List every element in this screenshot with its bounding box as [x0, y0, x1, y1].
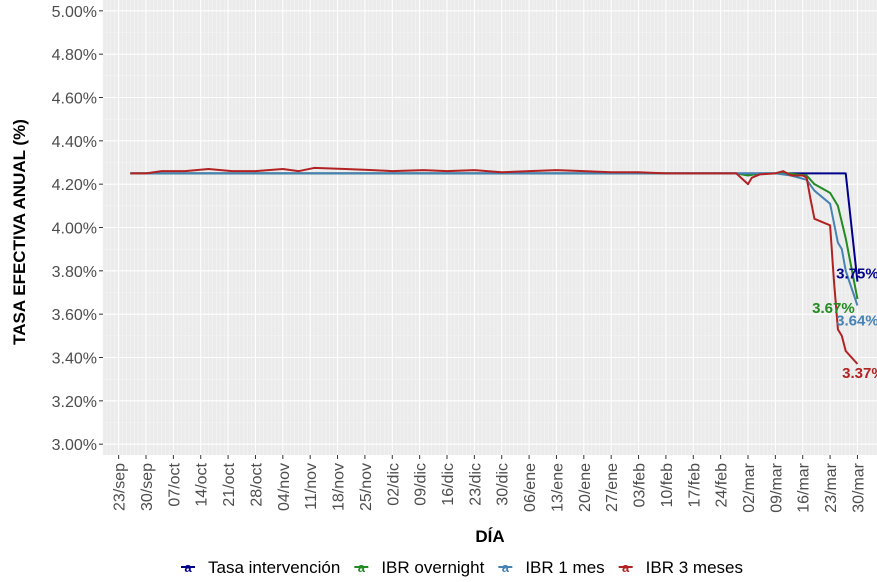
x-tick-label: 30/mar — [850, 462, 867, 512]
x-tick-label: 24/feb — [714, 463, 731, 508]
x-tick-label: 13/ene — [549, 463, 566, 512]
x-tick-label: 07/oct — [166, 462, 183, 506]
y-tick-label: 4.80% — [52, 47, 97, 64]
x-tick-label: 25/nov — [358, 463, 375, 511]
x-axis: 23/sep 30/sep 07/oct 14/oct 21/oct 28/oct 04/n… — [112, 455, 867, 513]
legend-item-ibr-overnight: a IBR overnight — [354, 558, 485, 577]
legend-item-ibr-1-mes: a IBR 1 mes — [498, 558, 605, 577]
legend-label: Tasa intervención — [208, 558, 340, 577]
x-tick-label: 09/mar — [768, 462, 785, 512]
legend-item-tasa-intervencion: a Tasa intervención — [181, 558, 340, 577]
end-label-ibr-overnight: 3.67% — [812, 300, 855, 317]
x-tick-label: 16/dic — [440, 463, 457, 506]
y-tick-label: 3.00% — [52, 437, 97, 454]
y-tick-label: 4.60% — [52, 91, 97, 108]
x-tick-label: 02/mar — [741, 462, 758, 512]
legend-label: IBR 3 meses — [646, 558, 743, 577]
legend-key-glyph: a — [622, 560, 630, 575]
legend-key-glyph: a — [184, 560, 192, 575]
y-tick-label: 3.40% — [52, 351, 97, 368]
legend-label: IBR overnight — [381, 558, 484, 577]
x-tick-label: 21/oct — [221, 462, 238, 506]
y-tick-label: 4.40% — [52, 134, 97, 151]
y-tick-label: 4.20% — [52, 177, 97, 194]
y-axis: 3.00% 3.20% 3.40% 3.60% 3.80% 4.00% 4.20% 4.40%… — [52, 4, 103, 454]
x-tick-label: 23/sep — [112, 463, 129, 511]
y-tick-label: 5.00% — [52, 4, 97, 21]
x-tick-label: 09/dic — [413, 463, 430, 506]
x-tick-label: 06/ene — [522, 463, 539, 512]
x-tick-label: 20/ene — [577, 463, 594, 512]
x-tick-label: 30/sep — [139, 463, 156, 511]
legend-key-glyph: a — [502, 560, 510, 575]
x-tick-label: 30/dic — [495, 463, 512, 506]
end-label-ibr-3-meses: 3.37% — [842, 365, 877, 382]
y-tick-label: 3.80% — [52, 264, 97, 281]
x-tick-label: 27/ene — [604, 463, 621, 512]
series-line-ibr-overnight — [130, 172, 859, 300]
y-tick-label: 4.00% — [52, 221, 97, 238]
x-tick-label: 14/oct — [194, 462, 211, 506]
x-tick-label: 18/nov — [331, 463, 348, 511]
series-end-labels: 3.75% 3.67%3.64% 3.37% — [812, 266, 877, 382]
legend-item-ibr-3-meses: a IBR 3 meses — [618, 558, 743, 577]
legend-key-glyph: a — [358, 560, 366, 575]
legend-label: IBR 1 mes — [525, 558, 604, 577]
y-tick-label: 3.20% — [52, 394, 97, 411]
x-tick-label: 16/mar — [796, 462, 813, 512]
x-tick-label: 17/feb — [686, 463, 703, 508]
end-label-ibr-1-mes: 3.64% — [836, 313, 877, 330]
series-lines — [130, 166, 859, 365]
y-axis-title: TASA EFECTIVA ANUAL (%) — [10, 119, 29, 345]
y-tick-label: 3.60% — [52, 307, 97, 324]
x-tick-label: 03/feb — [632, 463, 649, 508]
legend: a Tasa intervención a IBR overnight a IBR 1 m… — [181, 558, 743, 577]
x-tick-label: 11/nov — [303, 463, 320, 510]
x-tick-label: 28/oct — [248, 462, 265, 506]
x-tick-label: 10/feb — [659, 463, 676, 508]
x-axis-title: DÍA — [475, 527, 504, 546]
end-label-tasa-intervencion: 3.75% — [836, 266, 877, 283]
x-tick-label: 23/dic — [467, 463, 484, 506]
series-line-ibr-3-meses — [130, 166, 859, 365]
x-tick-label: 02/dic — [385, 463, 402, 506]
x-tick-label: 23/mar — [823, 462, 840, 512]
x-tick-label: 04/nov — [276, 463, 293, 511]
